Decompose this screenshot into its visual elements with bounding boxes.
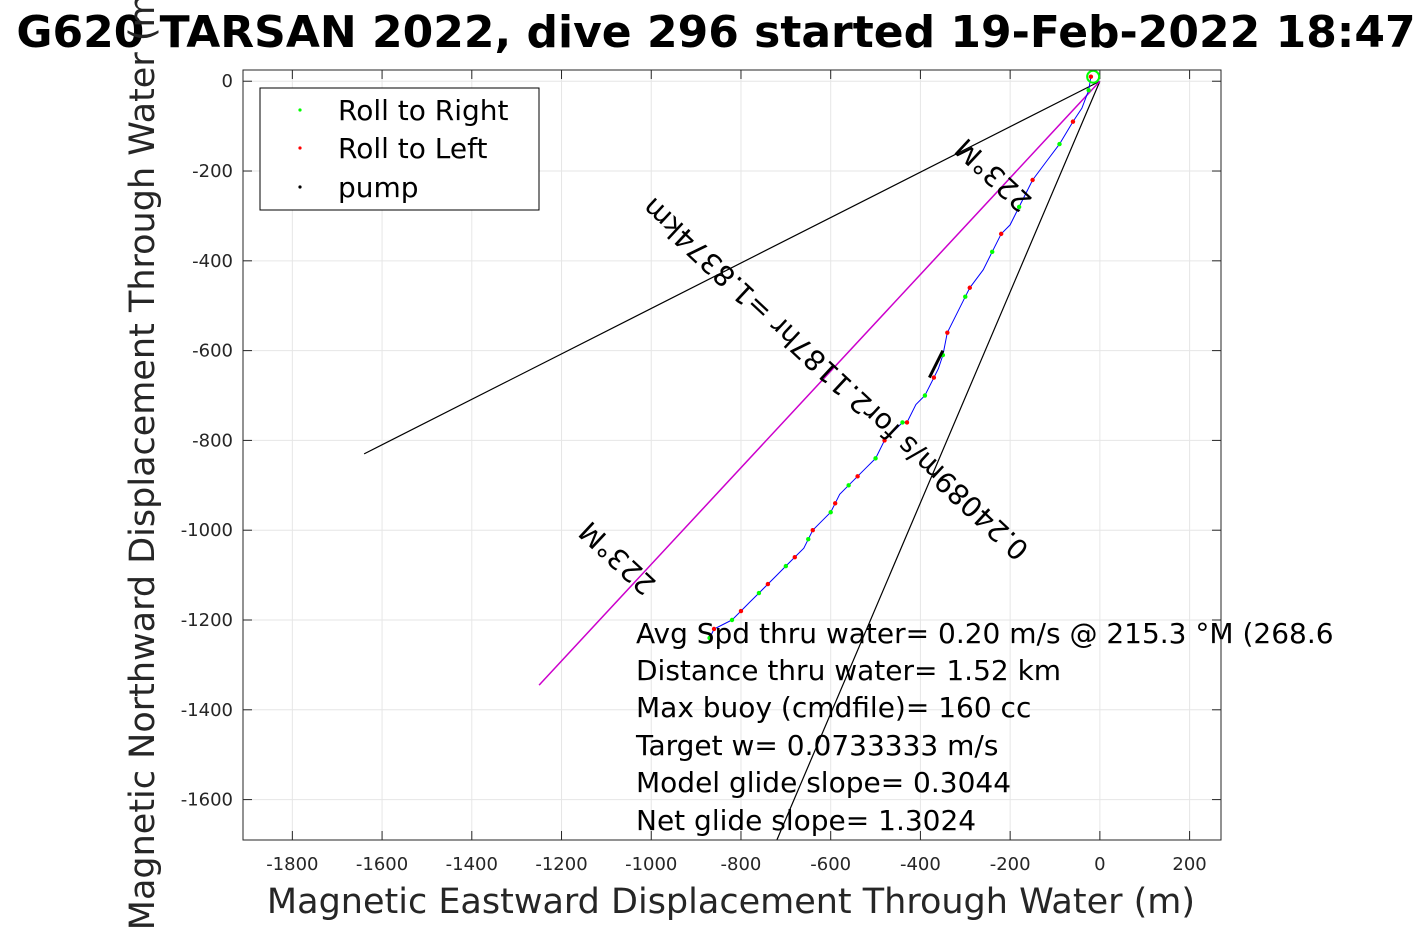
axis-ticks: -1800 -1600 -1400 -1200 -1000 -800 -600 -400 -20… — [181, 70, 1221, 875]
roll-left-marker — [810, 528, 815, 533]
roll-left-marker — [967, 285, 972, 290]
roll-right-marker — [1057, 141, 1062, 147]
annotation-max-buoy: Max buoy (cmdfile)= 160 cc — [636, 691, 1031, 724]
legend-label-pump: pump — [338, 171, 419, 204]
roll-right-marker — [900, 420, 905, 425]
annotation-block: Avg Spd thru water= 0.20 m/s @ 215.3 °M … — [635, 617, 1334, 837]
x-axis-label: Magnetic Eastward Displacement Through W… — [267, 882, 1195, 922]
roll-right-marker — [707, 635, 712, 641]
roll-right-marker — [963, 294, 968, 299]
legend-marker-roll-right — [298, 108, 302, 112]
roll-right-marker — [990, 249, 995, 255]
chart-title: G620 TARSAN 2022, dive 296 started 19-Fe… — [16, 7, 1415, 58]
x-tick-label: 0 — [1094, 854, 1105, 875]
y-tick-label: -1200 — [181, 610, 233, 631]
annotation-distance: Distance thru water= 1.52 km — [636, 654, 1061, 687]
roll-left-marker — [998, 231, 1004, 237]
x-tick-label: -600 — [810, 854, 851, 875]
roll-right-marker — [1016, 204, 1022, 210]
roll-right-marker — [783, 563, 789, 569]
x-tick-label: -1400 — [446, 854, 498, 875]
x-tick-label: -1800 — [266, 854, 318, 875]
glider-track — [709, 76, 1092, 639]
plot-frame — [242, 69, 1222, 841]
legend-label-roll-right: Roll to Right — [338, 94, 509, 127]
roll-right-marker — [846, 483, 851, 488]
surface-loop — [1086, 69, 1101, 84]
x-tick-label: -1000 — [625, 854, 677, 875]
y-tick-label: -800 — [192, 430, 233, 451]
x-tick-label: -800 — [721, 854, 762, 875]
roll-left-marker — [792, 554, 798, 560]
y-tick-label: -200 — [192, 161, 233, 182]
direct-line — [538, 80, 1101, 686]
y-tick-label: -400 — [192, 251, 233, 272]
roll-right-marker — [1086, 88, 1091, 93]
y-tick-label: -1000 — [181, 520, 233, 541]
roll-markers — [707, 69, 1101, 641]
roll-left-marker — [1088, 74, 1094, 79]
x-tick-label: -200 — [990, 854, 1031, 875]
y-tick-label: -1600 — [181, 790, 233, 811]
roll-right-marker — [873, 456, 878, 461]
data-lines — [363, 76, 1101, 841]
legend-label-roll-left: Roll to Left — [338, 132, 487, 165]
legend-box — [259, 87, 540, 211]
roll-right-marker — [828, 510, 833, 515]
roll-left-marker — [1070, 119, 1076, 124]
roll-left-marker — [711, 626, 717, 632]
roll-left-marker — [832, 501, 838, 506]
legend: Roll to Right Roll to Left pump — [259, 87, 540, 211]
x-tick-label: -1600 — [356, 854, 408, 875]
legend-marker-roll-left — [298, 146, 302, 150]
roll-left-marker — [882, 438, 887, 443]
x-tick-label: -1200 — [535, 854, 587, 875]
annotation-model-glide: Model glide slope= 0.3044 — [636, 766, 1011, 799]
direction-line — [776, 80, 1101, 841]
annotation-target-w: Target w= 0.0733333 m/s — [635, 729, 998, 762]
x-tick-label: 200 — [1172, 854, 1206, 875]
legend-marker-pump — [298, 185, 302, 189]
roll-left-marker — [855, 474, 860, 479]
x-tick-label: -400 — [900, 854, 941, 875]
annotation-net-glide: Net glide slope= 1.3024 — [636, 804, 976, 837]
roll-left-marker — [931, 375, 937, 380]
y-tick-label: 0 — [222, 71, 233, 92]
roll-right-marker — [806, 536, 811, 542]
roll-right-marker — [729, 617, 735, 623]
annotation-avg-speed: Avg Spd thru water= 0.20 m/s @ 215.3 °M … — [636, 617, 1334, 650]
roll-left-marker — [904, 420, 910, 425]
roll-left-marker — [1030, 177, 1035, 183]
roll-right-marker — [922, 393, 928, 398]
y-tick-label: -1400 — [181, 700, 233, 721]
y-tick-label: -600 — [192, 341, 233, 362]
roll-right-marker — [756, 590, 762, 596]
direction-line — [363, 80, 1101, 455]
roll-left-marker — [945, 330, 950, 335]
y-axis-label: Magnetic Northward Displacement Through … — [123, 0, 163, 930]
pump-segment — [928, 349, 945, 379]
roll-left-marker — [738, 608, 744, 614]
roll-left-marker — [765, 581, 771, 587]
